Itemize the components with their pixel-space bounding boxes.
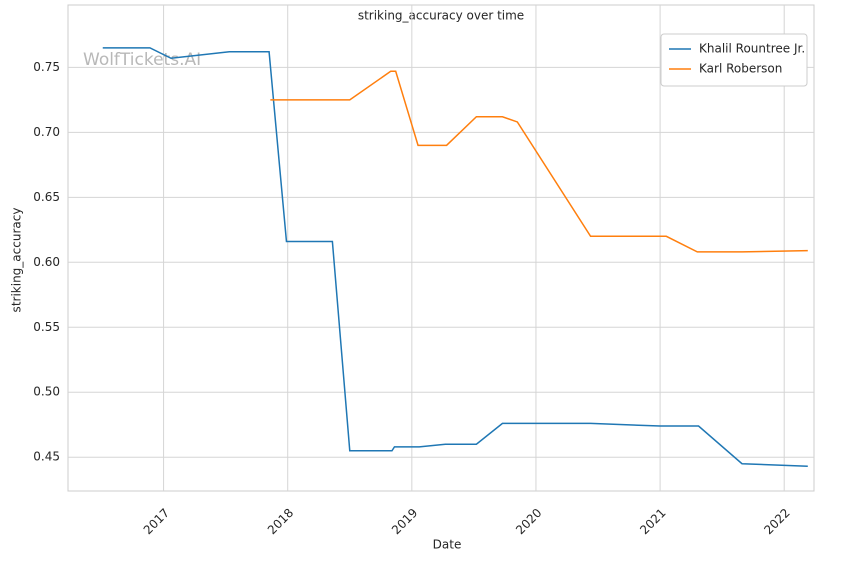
chart-title: striking_accuracy over time <box>358 9 524 23</box>
legend-label: Karl Roberson <box>699 62 782 76</box>
line <box>270 70 808 253</box>
y-tick-label: 0.50 <box>33 385 60 399</box>
y-axis-label: striking_accuracy <box>10 208 24 313</box>
x-tick-label: 2019 <box>389 506 420 537</box>
y-tick-label: 0.45 <box>33 450 60 464</box>
y-tick-label: 0.75 <box>33 60 60 74</box>
line <box>102 47 808 468</box>
x-tick-label: 2018 <box>265 506 296 537</box>
y-tick-label: 0.65 <box>33 190 60 204</box>
x-axis-label: Date <box>433 538 462 552</box>
x-tick-label: 2020 <box>513 506 544 537</box>
y-tick-label: 0.60 <box>33 255 60 269</box>
y-tick-label: 0.70 <box>33 125 60 139</box>
x-tick-label: 2017 <box>141 506 172 537</box>
x-tick-label: 2022 <box>761 506 792 537</box>
watermark: WolfTickets.AI <box>83 50 201 70</box>
legend-box <box>660 33 808 87</box>
x-tick-label: 2021 <box>637 506 668 537</box>
plot-frame <box>67 4 815 492</box>
legend-label: Khalil Rountree Jr. <box>699 42 805 56</box>
legend: Khalil Rountree Jr. Karl Roberson <box>660 33 808 87</box>
y-tick-label: 0.55 <box>33 320 60 334</box>
